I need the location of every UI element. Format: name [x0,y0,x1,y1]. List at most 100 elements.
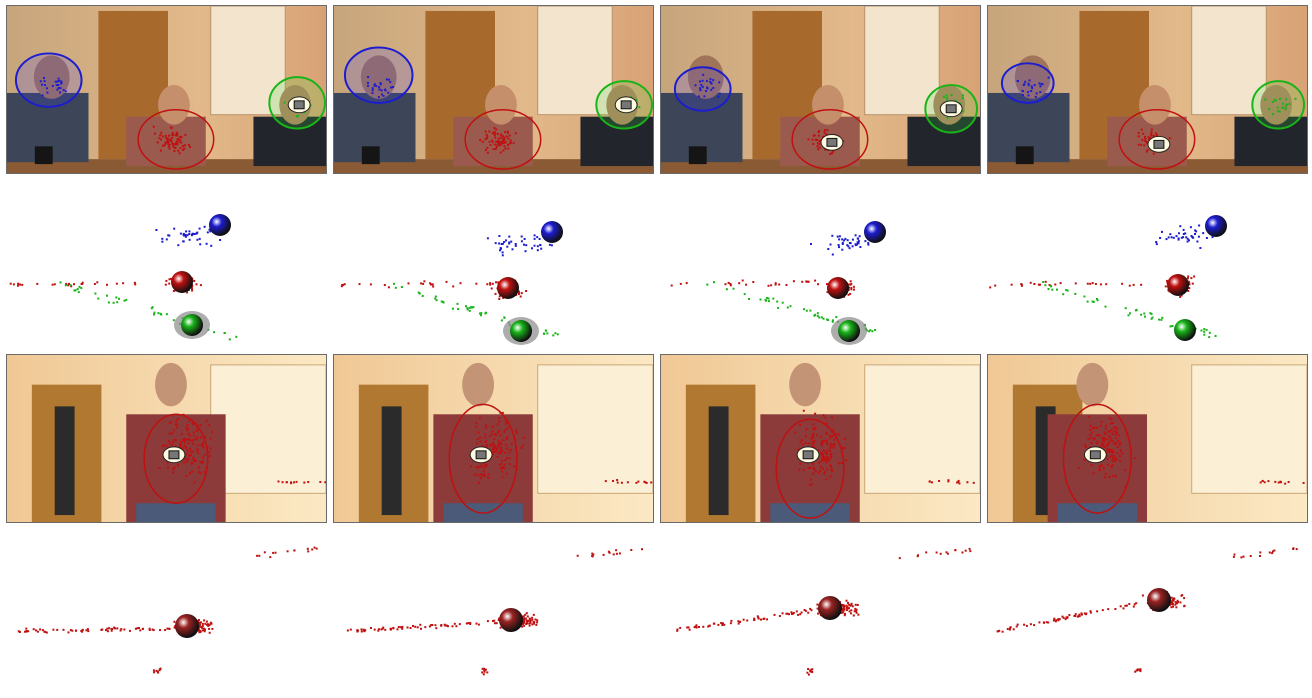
particle-dot [818,143,821,146]
particle-dot [826,453,829,456]
particle-dot [382,94,385,97]
particle-dot [604,480,607,483]
particle-dot [195,232,198,235]
particle-dot [152,669,155,672]
particle-dot [1028,79,1031,82]
particle-dot [1186,237,1189,240]
particle-dot [1141,139,1144,141]
particle-dot [422,282,425,285]
particle-dot [807,668,810,670]
particle-dot [1177,238,1180,241]
particle-dot [52,628,55,631]
particle-dot [1145,141,1148,144]
particle-dot [183,445,186,447]
particle-dot [513,438,516,441]
red-speaker-ellipse [464,109,542,170]
active-speaker-marker-icon [1083,446,1107,464]
particle-dot [293,549,296,552]
particle-dot [805,428,808,431]
particle-dot [504,429,507,432]
particle-dot [389,81,392,84]
particle-dot [493,127,496,130]
particle-dot [825,431,828,434]
particle-dot [1024,80,1027,83]
particle-dot [156,141,159,144]
particle-dot [150,307,153,310]
particle-dot [191,442,194,445]
particle-dot [208,451,211,454]
particle-dot [741,279,744,282]
particle-dot [548,243,551,246]
particle-dot [87,630,90,633]
particle-dot [1033,84,1036,87]
particle-dot [272,551,275,554]
particle-dot [1169,603,1172,606]
red-trail-particles [277,480,326,485]
particle-dot [850,612,853,615]
particle-dot [536,619,539,622]
particle-dot [802,409,805,412]
particle-dot [1090,431,1093,434]
camera-frame [661,6,980,173]
particle-dot [106,294,108,297]
person-right-shirt [253,116,326,167]
particle-dot [1056,288,1058,291]
particle-dot [1062,616,1065,619]
particle-dot [1110,428,1113,431]
green-particles [1264,97,1297,116]
particle-dot [486,151,489,154]
particle-dot [477,481,480,484]
particle-dot [838,462,841,465]
particle-dot [1275,99,1277,102]
particle-dot [370,627,372,629]
particle-dot [964,549,967,552]
particle-dot [296,114,299,117]
particle-dot [1117,434,1120,437]
tracking-plot [676,547,972,676]
particle-dot [191,232,194,235]
particle-dot [366,84,369,87]
particle-dot [159,667,162,670]
whiteboard [210,6,286,116]
particle-dot [788,613,790,616]
particle-dot [503,241,506,243]
particle-dot [1102,440,1105,443]
particle-dot [43,80,46,83]
particle-dot [187,432,190,435]
red-speaker-ellipse [1118,109,1196,170]
particle-dot [184,452,187,455]
particle-dot [1087,415,1090,418]
red-outlier-particles [898,547,972,560]
particle-dot [51,85,54,88]
particle-dot [168,421,171,424]
particle-dot [552,334,555,337]
particle-dot [295,480,298,483]
particle-dot [78,285,81,288]
particle-dot [797,448,800,451]
particle-dot [503,145,506,148]
door-window [54,406,75,516]
particle-dot [483,475,486,478]
particle-dot [387,78,390,81]
particle-dot [837,244,840,246]
particle-dot [489,282,492,285]
particle-dot [790,611,793,614]
particle-dot [69,284,72,287]
particle-dot [501,251,504,254]
particle-dot [303,481,306,484]
particle-dot [57,80,60,82]
particle-dot [384,89,387,92]
particle-dot [1202,232,1205,235]
particle-dot [507,131,510,134]
particle-dot [17,284,19,287]
particle-dot [496,140,499,143]
particle-dot [161,237,164,240]
particle-dot [1170,602,1173,605]
particle-dot [1180,236,1183,239]
particle-dot [1096,440,1099,443]
particle-dot [195,430,198,433]
particle-dot [807,442,810,445]
particle-dot [190,462,193,465]
particle-dot [208,455,211,457]
particle-dot [1169,233,1172,236]
